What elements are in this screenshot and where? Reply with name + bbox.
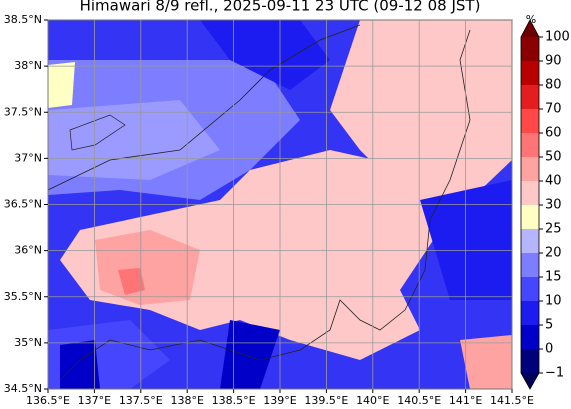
colorbar-bin	[521, 205, 539, 229]
colorbar-over	[521, 20, 539, 37]
colorbar-tick-label: 10	[545, 294, 562, 309]
colorbar-tick-label: −1	[545, 366, 564, 381]
x-tick-label: 138°E	[170, 394, 203, 407]
y-tick-label: 34.5°N	[4, 382, 42, 395]
colorbar-tick-label: 80	[545, 78, 562, 93]
colorbar-tick-label: 25	[545, 222, 562, 237]
colorbar-bin	[521, 133, 539, 157]
y-tick-label: 38°N	[14, 59, 42, 72]
colorbar-unit: %	[526, 13, 536, 26]
x-tick-label: 139°E	[263, 394, 296, 407]
x-tick-label: 140°E	[356, 394, 389, 407]
colorbar-tick-label: 100	[545, 30, 570, 45]
colorbar-bin	[521, 253, 539, 277]
x-tick-label: 137°E	[78, 394, 111, 407]
colorbar-tick-label: 50	[545, 150, 562, 165]
colorbar-tick-label: 0	[545, 342, 553, 357]
colorbar-bin	[521, 301, 539, 325]
colorbar-tick-label: 90	[545, 54, 562, 69]
colorbar-bin	[521, 181, 539, 205]
y-tick-label: 35.5°N	[4, 290, 42, 303]
colorbar-bin	[521, 229, 539, 253]
y-tick-label: 37°N	[14, 151, 42, 164]
colorbar-tick-label: 60	[545, 126, 562, 141]
colorbar-bin	[521, 325, 539, 349]
x-tick-label: 137.5°E	[119, 394, 163, 407]
y-tick-label: 36.5°N	[4, 198, 42, 211]
colorbar-bin	[521, 85, 539, 109]
x-tick-label: 141°E	[449, 394, 482, 407]
y-tick-label: 35°N	[14, 336, 42, 349]
x-tick-label: 140.5°E	[397, 394, 441, 407]
x-tick-label: 138.5°E	[212, 394, 256, 407]
colorbar-bin	[521, 277, 539, 301]
colorbar-tick-label: 20	[545, 246, 562, 261]
chart-title: Himawari 8/9 refl., 2025-09-11 23 UTC (0…	[80, 0, 481, 15]
colorbar-bin	[521, 109, 539, 133]
colorbar-tick-label: 15	[545, 270, 562, 285]
colorbar-bin	[521, 349, 539, 373]
colorbar-bin	[521, 157, 539, 181]
colorbar-tick-label: 5	[545, 318, 553, 333]
y-tick-label: 36°N	[14, 244, 42, 257]
x-tick-label: 141.5°E	[490, 394, 534, 407]
x-tick-label: 139.5°E	[304, 394, 348, 407]
colorbar-tick-label: 40	[545, 174, 562, 189]
colorbar-tick-label: 30	[545, 198, 562, 213]
colorbar-bin	[521, 37, 539, 61]
y-tick-label: 38.5°N	[4, 13, 42, 26]
colorbar-bin	[521, 61, 539, 85]
x-tick-label: 136.5°E	[26, 394, 70, 407]
y-tick-label: 37.5°N	[4, 105, 42, 118]
colorbar-tick-label: 70	[545, 102, 562, 117]
colorbar-under	[521, 373, 539, 389]
